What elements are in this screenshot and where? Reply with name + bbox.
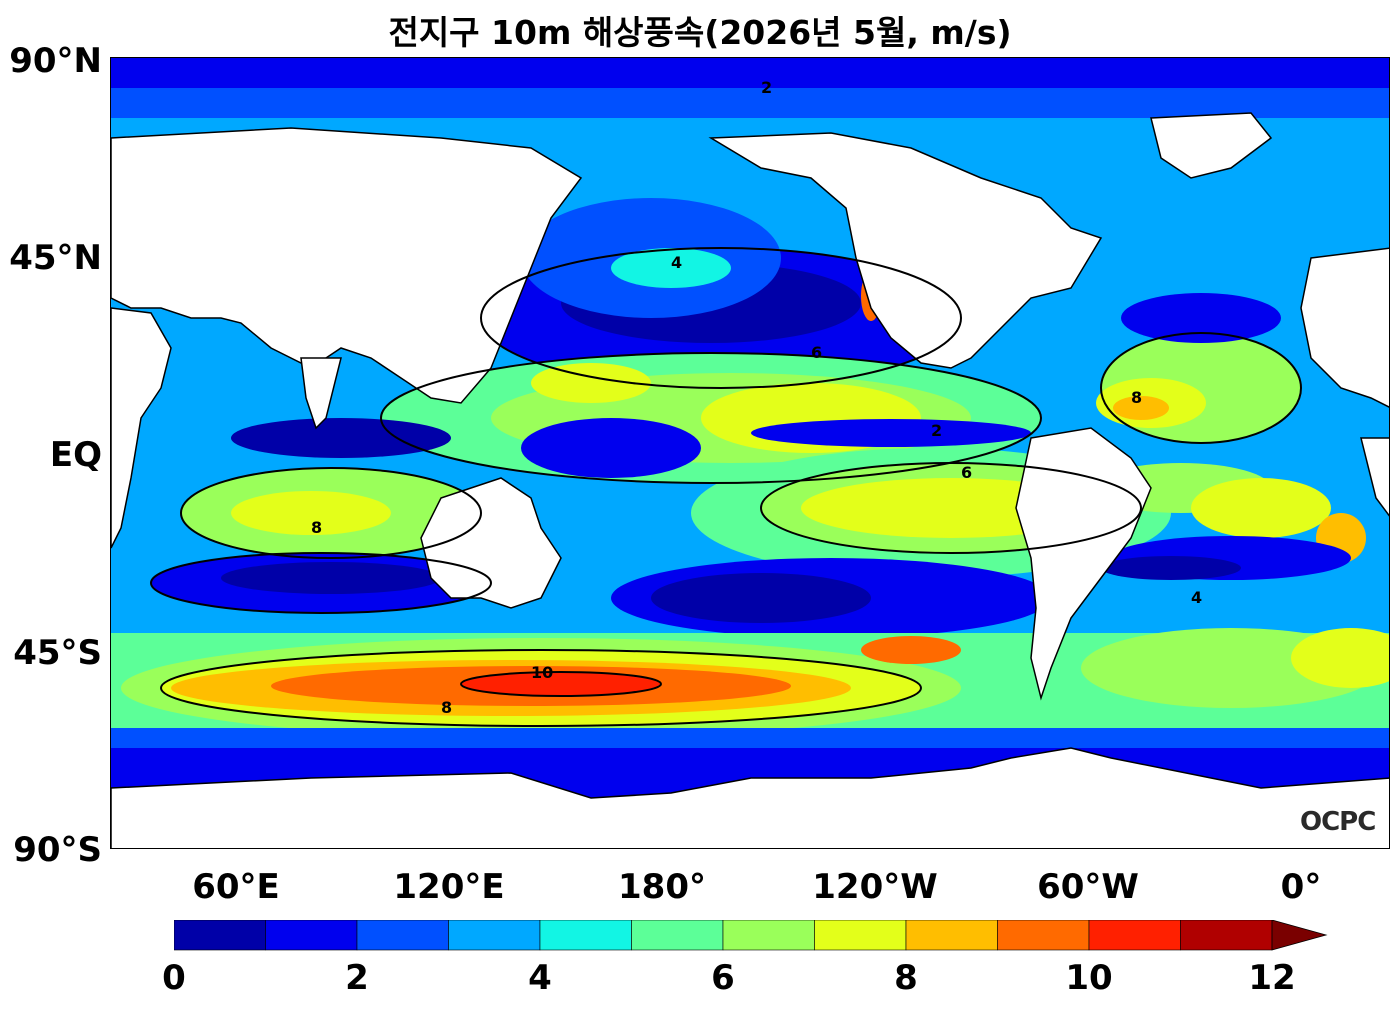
lat-tick-eq: EQ — [49, 435, 102, 475]
colorbar-segment — [1088, 920, 1181, 951]
contour-label: 4 — [1191, 588, 1202, 607]
lat-tick-90s: 90°S — [13, 830, 102, 870]
colorbar-segment — [814, 920, 907, 951]
colorbar-segment — [448, 920, 541, 951]
colorbar-tick-10: 10 — [1065, 958, 1113, 998]
colorbar-tick-6: 6 — [711, 958, 735, 998]
wind-speed-map: 2 4 6 8 10 6 8 2 4 8 — [110, 57, 1390, 849]
colorbar-segment — [631, 920, 724, 951]
colorbar-segment — [722, 920, 815, 951]
lat-tick-90n: 90°N — [9, 41, 102, 81]
map-svg: 2 4 6 8 10 6 8 2 4 8 — [111, 58, 1389, 848]
lon-tick-120w: 120°W — [812, 867, 938, 907]
colorbar-tick-0: 0 — [162, 958, 186, 998]
lon-tick-180: 180° — [618, 867, 706, 907]
ocpc-logo: OCPC — [1300, 807, 1376, 837]
contour-label: 6 — [811, 343, 822, 362]
lon-tick-120e: 120°E — [393, 867, 505, 907]
contour-label: 10 — [531, 663, 553, 682]
colorbar-extend-arrow — [1271, 920, 1328, 951]
contour-label: 2 — [761, 78, 772, 97]
contour-label: 6 — [961, 463, 972, 482]
lon-tick-60w: 60°W — [1037, 867, 1139, 907]
lat-tick-45n: 45°N — [9, 238, 102, 278]
contour-label: 8 — [311, 518, 322, 537]
colorbar-segment — [539, 920, 632, 951]
colorbar-segment — [905, 920, 998, 951]
contour-label: 8 — [1131, 388, 1142, 407]
colorbar-segment — [1180, 920, 1273, 951]
lon-tick-0: 0° — [1280, 867, 1322, 907]
colorbar-tick-12: 12 — [1248, 958, 1296, 998]
lon-tick-60e: 60°E — [192, 867, 280, 907]
contour-label: 4 — [671, 253, 682, 272]
colorbar-segment — [997, 920, 1090, 951]
chart-title: 전지구 10m 해상풍속(2026년 5월, m/s) — [388, 13, 1012, 52]
colorbar-segment — [265, 920, 358, 951]
colorbar-tick-4: 4 — [528, 958, 552, 998]
contour-label: 2 — [931, 421, 942, 440]
contour-label: 8 — [441, 698, 452, 717]
colorbar — [174, 920, 1328, 951]
colorbar-segment — [174, 920, 266, 951]
colorbar-tick-2: 2 — [345, 958, 369, 998]
lat-tick-45s: 45°S — [13, 633, 102, 673]
colorbar-segment — [356, 920, 449, 951]
colorbar-tick-8: 8 — [894, 958, 918, 998]
